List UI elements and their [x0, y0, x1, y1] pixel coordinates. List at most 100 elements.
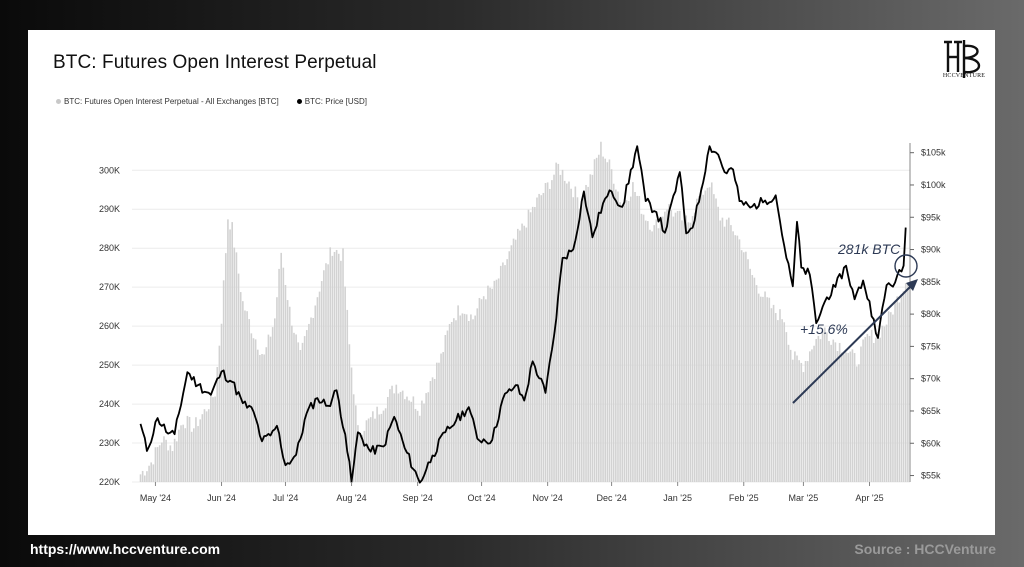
oi-bar [553, 174, 555, 482]
oi-bar [401, 390, 404, 482]
oi-bar [583, 197, 585, 482]
oi-bar [875, 337, 877, 482]
oi-bar [210, 392, 212, 482]
oi-bar [180, 425, 182, 482]
oi-bar [717, 206, 719, 483]
oi-bar [847, 352, 849, 482]
oi-bar [335, 249, 338, 482]
oi-bar [580, 198, 583, 482]
oi-bar [161, 442, 163, 482]
oi-bar [796, 355, 798, 482]
oi-bar [745, 251, 747, 482]
footer-source: Source : HCCVenture [854, 541, 996, 557]
oi-bar [276, 297, 278, 482]
oi-bar [188, 417, 191, 482]
oi-bar [318, 291, 321, 482]
oi-bar [877, 332, 879, 482]
oi-bar [691, 216, 694, 482]
right-tick-label: $80k [921, 309, 941, 319]
oi-bar [224, 253, 227, 482]
oi-bar [738, 239, 741, 482]
right-tick-label: $60k [921, 438, 941, 448]
oi-bar [444, 335, 447, 482]
oi-bar [380, 413, 383, 482]
oi-bar [391, 385, 393, 482]
oi-bar [559, 174, 562, 482]
legend-item-price[interactable]: BTC: Price [USD] [296, 97, 367, 106]
oi-bar [751, 275, 754, 482]
oi-bar [523, 225, 525, 482]
oi-bar [702, 194, 705, 482]
oi-bar [904, 283, 907, 482]
oi-bar [540, 195, 543, 482]
oi-bar [693, 212, 696, 482]
chart-legend: BTC: Futures Open Interest Perpetual - A… [56, 97, 367, 106]
left-tick-label: 220K [99, 477, 120, 487]
oi-bar [207, 409, 210, 482]
oi-bar [627, 201, 630, 482]
legend-item-open-interest[interactable]: BTC: Futures Open Interest Perpetual - A… [56, 97, 279, 106]
oi-bar [768, 297, 771, 482]
oi-bar [708, 187, 711, 482]
oi-bar [186, 415, 189, 482]
left-tick-label: 260K [99, 321, 120, 331]
oi-bar [749, 268, 751, 482]
oi-bar [278, 268, 280, 482]
oi-callout-label: 281k BTC [837, 241, 901, 257]
price-line [139, 145, 907, 484]
oi-bar [696, 198, 698, 483]
oi-bar [823, 327, 826, 482]
oi-bar [438, 362, 440, 482]
oi-bar [288, 306, 291, 482]
oi-bar [427, 392, 430, 482]
oi-bar [830, 344, 832, 482]
oi-bar [870, 329, 873, 482]
oi-bar [568, 181, 570, 482]
oi-bar [397, 393, 400, 482]
oi-bar [546, 182, 549, 482]
oi-bar [152, 464, 155, 482]
right-tick-label: $75k [921, 341, 941, 351]
oi-bar [834, 342, 837, 482]
oi-bar [894, 301, 896, 482]
oi-bar [604, 158, 606, 482]
oi-bar [363, 430, 366, 482]
oi-bar [329, 247, 332, 482]
oi-bar [845, 352, 847, 482]
oi-bar [239, 292, 242, 482]
oi-bar [774, 313, 777, 482]
oi-bar [301, 342, 304, 482]
oi-bar [789, 349, 792, 482]
footer-website-link[interactable]: https://www.hccventure.com [30, 541, 221, 557]
oi-bar [442, 352, 444, 482]
oi-bar [849, 351, 852, 482]
oi-bar [811, 349, 813, 482]
legend-swatch-price [296, 99, 302, 104]
x-tick-label: May '24 [140, 493, 171, 503]
oi-bar [536, 197, 538, 482]
oi-bar [148, 465, 150, 482]
oi-bar [521, 223, 523, 483]
oi-bar [141, 470, 144, 482]
oi-bar [770, 308, 773, 482]
oi-bar [832, 339, 835, 482]
oi-bar [297, 342, 300, 482]
oi-bar [508, 251, 511, 482]
oi-bar [787, 344, 790, 482]
oi-bar [493, 280, 496, 482]
oi-bar [506, 259, 508, 482]
oi-bar [794, 351, 796, 482]
oi-bar [269, 336, 272, 482]
oi-bar [683, 212, 685, 483]
oi-bar [470, 314, 472, 482]
oi-bar [346, 309, 349, 482]
x-tick-label: Feb '25 [729, 493, 759, 503]
oi-bar [478, 297, 481, 482]
oi-bar [261, 354, 263, 482]
oi-bar [804, 361, 807, 482]
oi-bar [312, 317, 314, 482]
right-axis-ticks: $55k $60k $65k $70k $75k $80k $85k $90k $95k $100… [910, 148, 946, 481]
oi-bar [274, 318, 276, 482]
oi-bar [785, 332, 788, 482]
oi-bar [182, 424, 184, 482]
